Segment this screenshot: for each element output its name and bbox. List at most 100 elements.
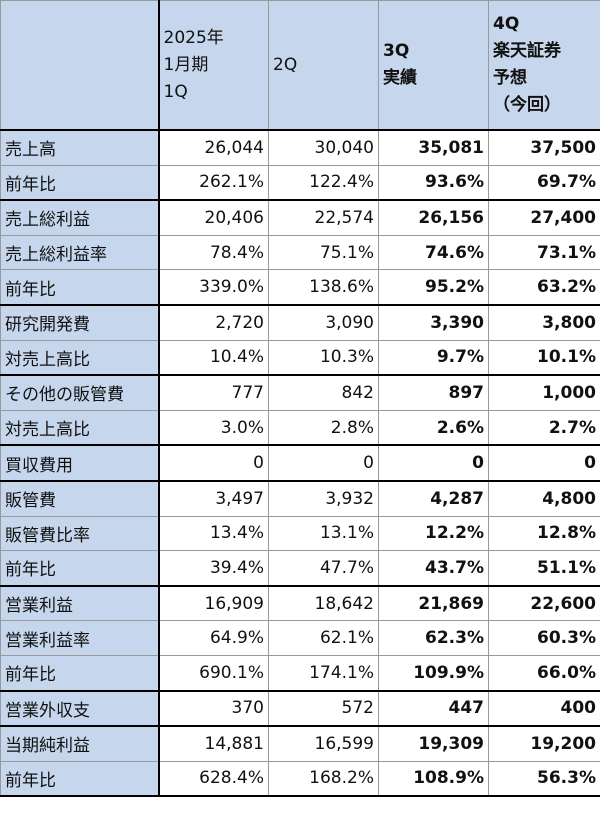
row-label: 販管費比率 — [0, 515, 160, 552]
value-cell: 19,309 — [378, 725, 489, 762]
value-cell: 0 — [378, 444, 489, 482]
row-label: 販管費 — [0, 480, 160, 517]
value-cell: 30,040 — [268, 129, 379, 166]
value-cell: 63.2% — [488, 269, 600, 306]
value-cell: 56.3% — [488, 760, 600, 798]
value-cell: 3.0% — [158, 409, 269, 447]
value-cell: 78.4% — [158, 234, 269, 271]
value-cell: 95.2% — [378, 269, 489, 306]
table-row: 前年比 339.0% 138.6% 95.2% 63.2% — [0, 269, 600, 306]
value-cell: 2.6% — [378, 409, 489, 447]
table-row: 売上総利益 20,406 22,574 26,156 27,400 — [0, 199, 600, 236]
value-cell: 19,200 — [488, 725, 600, 762]
column-header: 4Q 楽天証券 予想 （今回） — [488, 0, 600, 131]
table-row: 研究開発費 2,720 3,090 3,390 3,800 — [0, 304, 600, 341]
value-cell: 777 — [158, 374, 269, 411]
value-cell: 370 — [158, 690, 269, 728]
table-row: 売上高 26,044 30,040 35,081 37,500 — [0, 129, 600, 166]
value-cell: 13.4% — [158, 515, 269, 552]
value-cell: 12.8% — [488, 515, 600, 552]
value-cell: 168.2% — [268, 760, 379, 798]
header-corner — [0, 0, 160, 131]
value-cell: 339.0% — [158, 269, 269, 306]
value-cell: 0 — [158, 444, 269, 482]
value-cell: 0 — [268, 444, 379, 482]
table-row: 当期純利益 14,881 16,599 19,309 19,200 — [0, 725, 600, 762]
value-cell: 16,909 — [158, 585, 269, 622]
value-cell: 39.4% — [158, 550, 269, 587]
value-cell: 22,600 — [488, 585, 600, 622]
value-cell: 174.1% — [268, 654, 379, 692]
value-cell: 26,156 — [378, 199, 489, 236]
value-cell: 447 — [378, 690, 489, 728]
table-row: 前年比 262.1% 122.4% 93.6% 69.7% — [0, 164, 600, 202]
header-line: 1月期 — [163, 54, 209, 75]
value-cell: 1,000 — [488, 374, 600, 411]
row-label: その他の販管費 — [0, 374, 160, 411]
value-cell: 74.6% — [378, 234, 489, 271]
value-cell: 109.9% — [378, 654, 489, 692]
value-cell: 13.1% — [268, 515, 379, 552]
value-cell: 3,800 — [488, 304, 600, 341]
row-label: 営業利益 — [0, 585, 160, 622]
value-cell: 73.1% — [488, 234, 600, 271]
value-cell: 43.7% — [378, 550, 489, 587]
table-row: その他の販管費 777 842 897 1,000 — [0, 374, 600, 411]
header-row: 2025年 1月期 1Q 2Q 3Q 実績 4Q 楽天証券 予想 （今回） — [0, 0, 600, 131]
value-cell: 75.1% — [268, 234, 379, 271]
value-cell: 10.1% — [488, 339, 600, 377]
value-cell: 262.1% — [158, 164, 269, 202]
value-cell: 37,500 — [488, 129, 600, 166]
row-label: 前年比 — [0, 760, 160, 798]
value-cell: 400 — [488, 690, 600, 728]
value-cell: 138.6% — [268, 269, 379, 306]
financial-table: 2025年 1月期 1Q 2Q 3Q 実績 4Q 楽天証券 予想 （今回） 売上高 26,044 30,… — [0, 0, 600, 798]
value-cell: 690.1% — [158, 654, 269, 692]
header-line: 2025年 — [163, 27, 224, 48]
value-cell: 3,932 — [268, 480, 379, 517]
value-cell: 4,800 — [488, 480, 600, 517]
value-cell: 2.7% — [488, 409, 600, 447]
value-cell: 3,390 — [378, 304, 489, 341]
value-cell: 64.9% — [158, 620, 269, 656]
row-label: 対売上高比 — [0, 409, 160, 447]
table-row: 販管費比率 13.4% 13.1% 12.2% 12.8% — [0, 515, 600, 552]
column-header: 2025年 1月期 1Q — [158, 0, 269, 131]
value-cell: 26,044 — [158, 129, 269, 166]
value-cell: 20,406 — [158, 199, 269, 236]
value-cell: 9.7% — [378, 339, 489, 377]
row-label: 対売上高比 — [0, 339, 160, 377]
header-line: 1Q — [163, 81, 188, 102]
row-label: 買収費用 — [0, 444, 160, 482]
table-row: 買収費用 0 0 0 0 — [0, 444, 600, 482]
row-label: 前年比 — [0, 269, 160, 306]
value-cell: 14,881 — [158, 725, 269, 762]
header-line: （今回） — [493, 95, 561, 115]
value-cell: 842 — [268, 374, 379, 411]
value-cell: 10.4% — [158, 339, 269, 377]
table-row: 営業外収支 370 572 447 400 — [0, 690, 600, 728]
value-cell: 66.0% — [488, 654, 600, 692]
value-cell: 22,574 — [268, 199, 379, 236]
column-header: 2Q — [268, 0, 379, 131]
column-header: 3Q 実績 — [378, 0, 489, 131]
value-cell: 60.3% — [488, 620, 600, 656]
header-line: 3Q — [383, 41, 410, 61]
value-cell: 12.2% — [378, 515, 489, 552]
value-cell: 2,720 — [158, 304, 269, 341]
value-cell: 16,599 — [268, 725, 379, 762]
row-label: 研究開発費 — [0, 304, 160, 341]
value-cell: 3,497 — [158, 480, 269, 517]
value-cell: 122.4% — [268, 164, 379, 202]
value-cell: 62.1% — [268, 620, 379, 656]
value-cell: 27,400 — [488, 199, 600, 236]
header-line: 予想 — [493, 68, 527, 88]
table-row: 販管費 3,497 3,932 4,287 4,800 — [0, 480, 600, 517]
value-cell: 0 — [488, 444, 600, 482]
value-cell: 572 — [268, 690, 379, 728]
row-label: 前年比 — [0, 164, 160, 202]
value-cell: 108.9% — [378, 760, 489, 798]
value-cell: 18,642 — [268, 585, 379, 622]
value-cell: 69.7% — [488, 164, 600, 202]
row-label: 当期純利益 — [0, 725, 160, 762]
